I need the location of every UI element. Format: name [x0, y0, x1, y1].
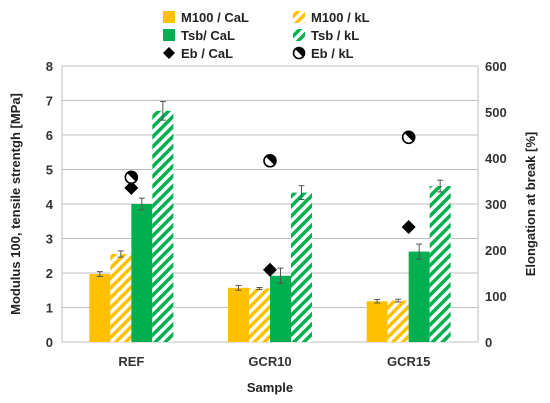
marker-eb-kl [263, 153, 277, 168]
legend-label: Eb / kL [311, 46, 354, 61]
plot-area [61, 65, 479, 343]
marker-eb-cal [263, 262, 277, 277]
marker-eb-cal [124, 180, 139, 195]
y2-tick-label: 100 [485, 289, 507, 304]
y-tick-label: 1 [46, 301, 53, 316]
bar-m100-cal [89, 274, 111, 342]
legend-item-tsb-kl: Tsb / kL [293, 28, 359, 43]
legend: M100 / CaL M100 / kL Tsb/ CaL Tsb / kL Eb / … [163, 10, 370, 61]
y-tick-label: 5 [46, 163, 53, 178]
x-tick-label: GCR10 [248, 354, 291, 369]
bar-tsb-cal [270, 275, 291, 342]
legend-item-m100-kl: M100 / kL [293, 10, 370, 25]
legend-label: Tsb / kL [311, 28, 359, 43]
x-tick-label: REF [118, 354, 144, 369]
x-tick-label: GCR15 [387, 354, 430, 369]
marker-fill [127, 171, 138, 182]
bars [89, 110, 451, 342]
y2-tick-label: 300 [485, 197, 507, 212]
y-tick-label: 6 [46, 128, 53, 143]
error-bars [96, 101, 444, 304]
y-tick-label: 3 [46, 232, 53, 247]
legend-item-eb-cal: Eb / CaL [163, 46, 233, 61]
x-axis-ticks: REF GCR10 GCR15 [118, 354, 430, 369]
y2-tick-label: 600 [485, 59, 507, 74]
y-tick-label: 2 [46, 266, 53, 281]
marker-fill [265, 154, 276, 166]
y-axis-right-ticks: 0 100 200 300 400 500 600 [485, 59, 507, 350]
legend-swatch [293, 29, 305, 41]
y-tick-label: 7 [46, 94, 53, 109]
legend-swatch [293, 11, 305, 23]
legend-swatch [163, 11, 175, 23]
legend-item-eb-kl: Eb / kL [292, 46, 354, 61]
legend-label: Eb / CaL [181, 46, 233, 61]
y-axis-left-title: Modulus 100, tensile strentgh [MPa] [8, 93, 23, 315]
y-tick-label: 0 [46, 335, 53, 350]
bar-m100-kl [387, 300, 409, 342]
y-axis-right-title: Elongation at break [%] [523, 132, 538, 276]
legend-label: Tsb/ CaL [181, 28, 235, 43]
y2-tick-label: 400 [485, 151, 507, 166]
x-axis-title: Sample [247, 380, 293, 395]
marker-fill [295, 47, 305, 57]
legend-marker [163, 47, 175, 59]
legend-item-tsb-cal: Tsb/ CaL [163, 28, 235, 43]
y-tick-label: 8 [46, 59, 53, 74]
marker-eb-kl [401, 130, 416, 145]
legend-swatch [163, 29, 175, 41]
y-tick-label: 4 [46, 197, 54, 212]
bar-tsb-cal [131, 204, 153, 342]
bar-tsb-kl [291, 192, 312, 342]
bar-m100-kl [110, 254, 132, 342]
y2-tick-label: 0 [485, 335, 492, 350]
bar-m100-cal [366, 301, 388, 342]
bar-tsb-cal [408, 251, 430, 342]
y2-tick-label: 500 [485, 105, 507, 120]
y-axis-left-ticks: 0 1 2 3 4 5 6 7 8 [46, 59, 54, 350]
marker-fill [404, 131, 415, 142]
legend-label: M100 / CaL [181, 10, 249, 25]
bar-tsb-kl [152, 110, 174, 342]
legend-label: M100 / kL [311, 10, 370, 25]
markers [124, 130, 416, 277]
legend-item-m100-cal: M100 / CaL [163, 10, 249, 25]
bar-tsb-kl [429, 186, 451, 342]
bar-m100-cal [228, 287, 249, 342]
y2-tick-label: 200 [485, 243, 507, 258]
legend-marker [292, 46, 306, 60]
marker-eb-kl [124, 170, 139, 185]
marker-eb-cal [401, 220, 416, 234]
bar-m100-kl [249, 288, 270, 342]
